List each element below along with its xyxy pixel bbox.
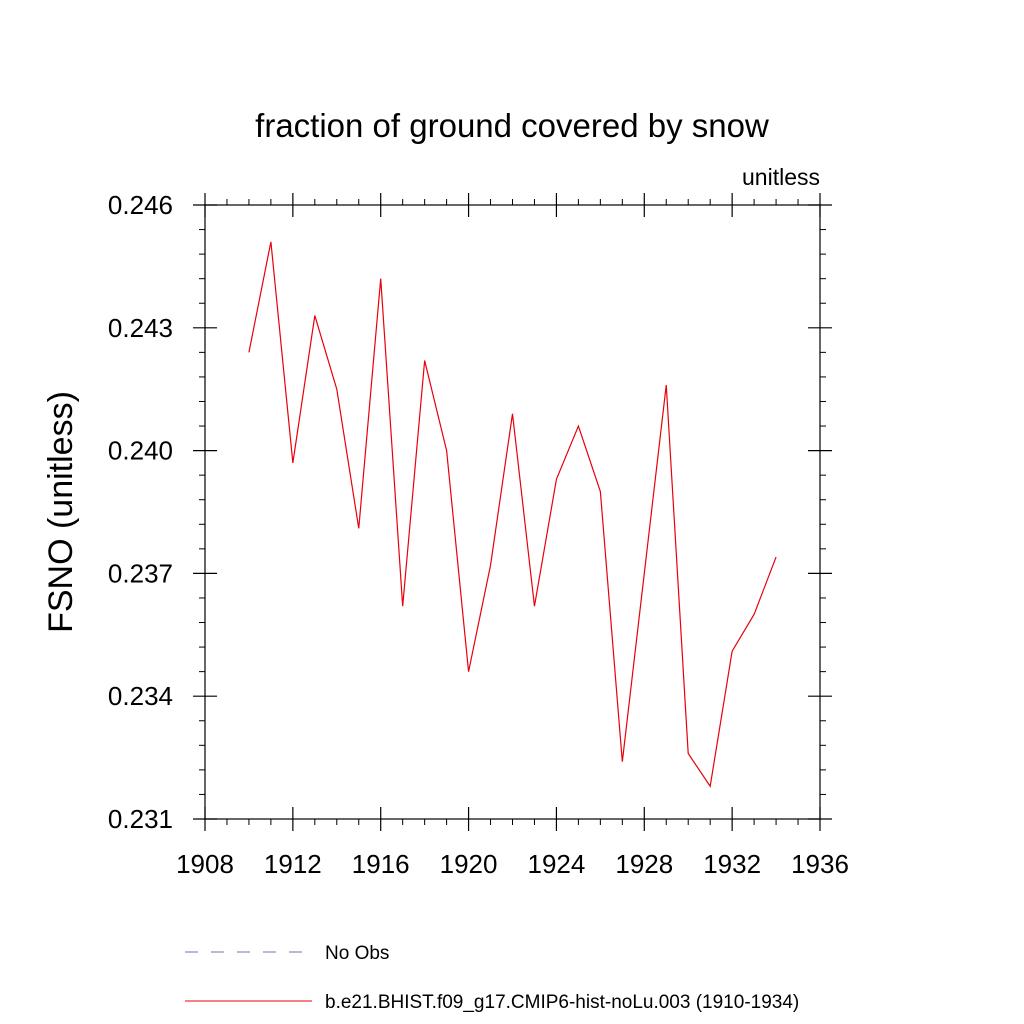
x-tick-label: 1924 xyxy=(528,849,586,879)
y-tick-label: 0.234 xyxy=(108,681,173,711)
legend-label: b.e21.BHIST.f09_g17.CMIP6-hist-noLu.003 … xyxy=(325,992,799,1013)
y-tick-label: 0.240 xyxy=(108,436,173,466)
plot-frame xyxy=(204,204,821,820)
series-layer xyxy=(248,241,777,788)
x-tick-label: 1916 xyxy=(352,849,410,879)
x-tick-label: 1932 xyxy=(703,849,761,879)
x-tick-label: 1928 xyxy=(615,849,673,879)
y-tick-label: 0.243 xyxy=(108,313,173,343)
x-tick-label: 1908 xyxy=(176,849,234,879)
series-line xyxy=(248,241,777,788)
x-tick-label: 1920 xyxy=(440,849,498,879)
x-tick-label: 1912 xyxy=(264,849,322,879)
x-axis-ticks: 1908 1912 1916 1920 1924 1928 1932 1936 xyxy=(176,193,849,879)
legend-label: No Obs xyxy=(325,943,389,964)
x-tick-label: 1936 xyxy=(791,849,849,879)
chart-title: fraction of ground covered by snow xyxy=(255,107,769,144)
y-axis-ticks: 0.231 0.234 0.237 0.240 0.243 0.246 xyxy=(108,190,832,834)
y-tick-label: 0.231 xyxy=(108,804,173,834)
units-label: unitless xyxy=(742,164,820,190)
y-tick-label: 0.246 xyxy=(108,190,173,220)
y-axis-label: FSNO (unitless) xyxy=(42,391,80,633)
legend: No Obs b.e21.BHIST.f09_g17.CMIP6-hist-noL… xyxy=(185,943,799,1013)
y-tick-label: 0.237 xyxy=(108,558,173,588)
